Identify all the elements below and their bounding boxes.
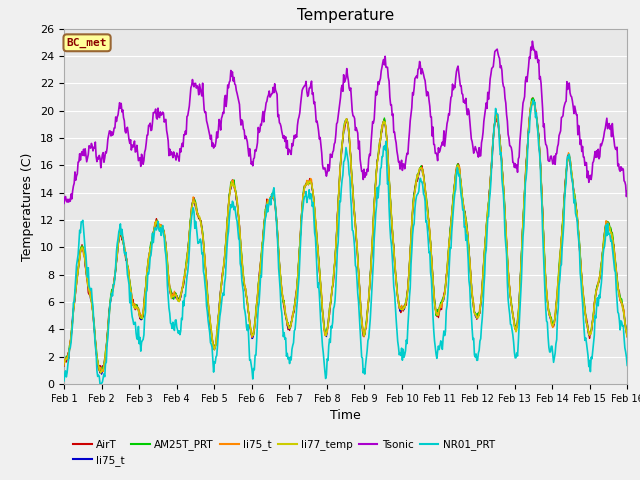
Text: BC_met: BC_met — [67, 37, 108, 48]
Title: Temperature: Temperature — [297, 9, 394, 24]
Legend: AirT, li75_t, AM25T_PRT, li75_t, li77_temp, Tsonic, NR01_PRT: AirT, li75_t, AM25T_PRT, li75_t, li77_te… — [69, 435, 499, 470]
X-axis label: Time: Time — [330, 409, 361, 422]
Y-axis label: Temperatures (C): Temperatures (C) — [22, 152, 35, 261]
